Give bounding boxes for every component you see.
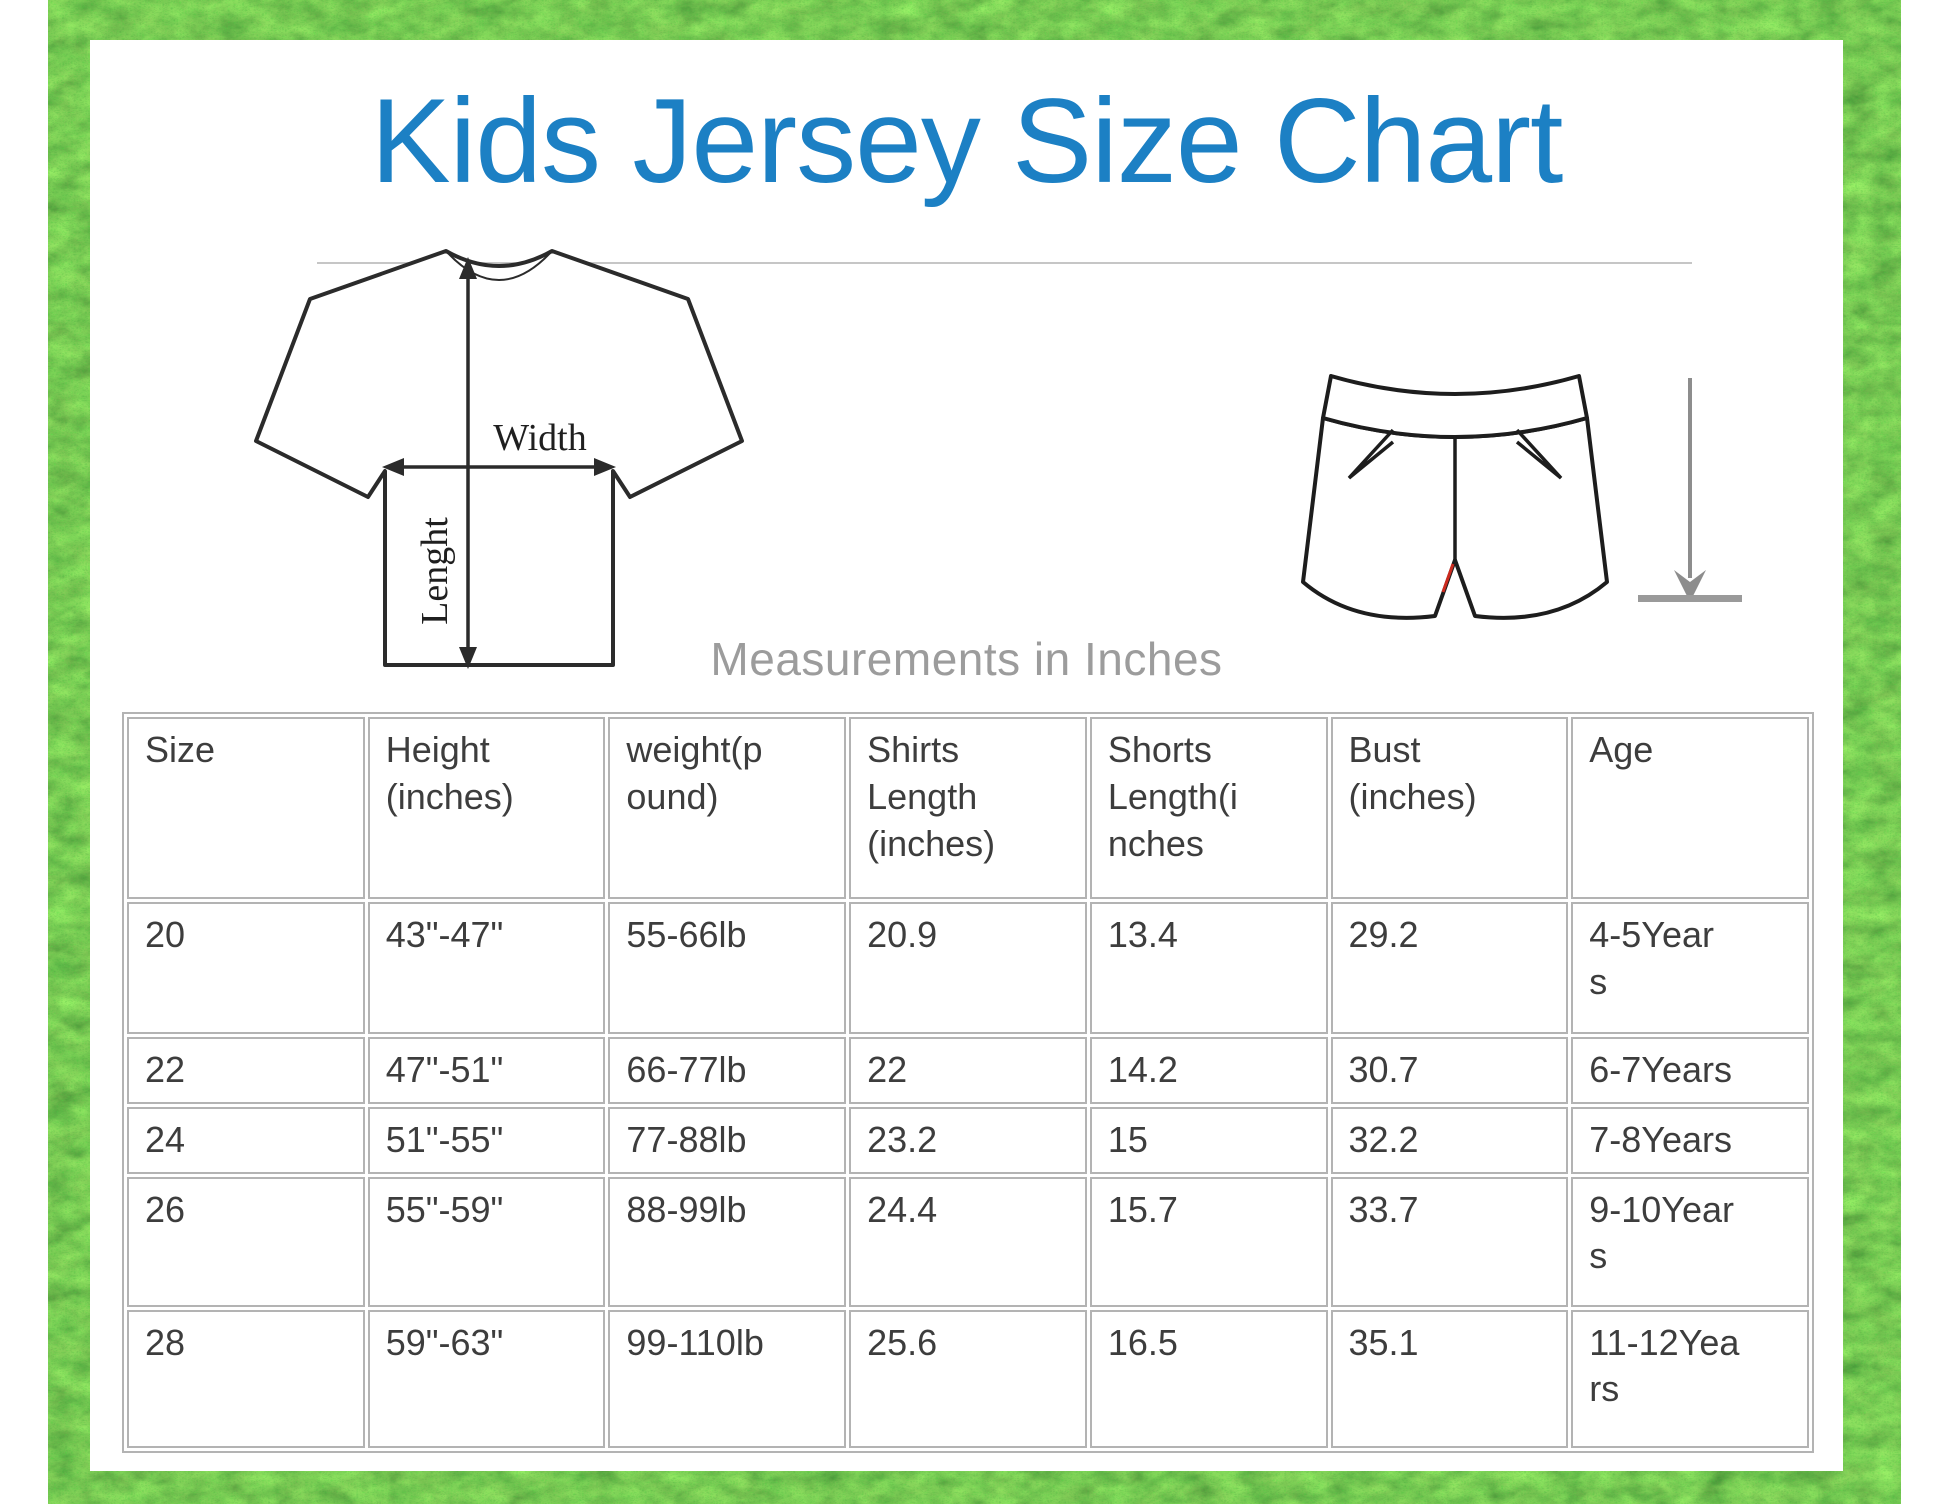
table-cell: 35.1 <box>1330 1309 1569 1448</box>
table-cell: 22 <box>849 1037 1087 1104</box>
table-cell: 9-10Year s <box>1571 1176 1809 1307</box>
table-row: 22 47"-51" 66-77lb 22 14.2 30.7 6-7Years <box>127 1037 1809 1104</box>
shorts-diagram-icon <box>1301 374 1609 620</box>
table-cell: 28 <box>127 1309 365 1448</box>
length-arrow-icon <box>1638 378 1742 602</box>
column-header: Age <box>1571 717 1809 899</box>
crotch-stitch-mark <box>1441 563 1455 593</box>
length-label: Lenght <box>414 517 456 625</box>
column-header: Size <box>127 717 365 899</box>
table-cell: 11-12Yea rs <box>1571 1309 1809 1448</box>
table-cell: 16.5 <box>1089 1309 1328 1448</box>
table-row: 20 43"-47" 55-66lb 20.9 13.4 29.2 4-5Year s <box>127 902 1809 1034</box>
column-header: Shorts Length(i nches <box>1089 717 1328 899</box>
size-chart-card: Kids Jersey Size Chart Width Lenght <box>90 40 1843 1471</box>
table-cell: 99-110lb <box>608 1309 847 1448</box>
column-header: Height (inches) <box>367 717 606 899</box>
table-cell: 26 <box>127 1176 365 1307</box>
table-cell: 33.7 <box>1330 1176 1569 1307</box>
column-header: Bust (inches) <box>1330 717 1569 899</box>
width-label: Width <box>493 417 586 459</box>
table-body: 20 43"-47" 55-66lb 20.9 13.4 29.2 4-5Year s 22 4… <box>127 902 1809 1448</box>
table-cell: 55"-59" <box>367 1176 606 1307</box>
table-cell: 13.4 <box>1089 902 1328 1034</box>
table-cell: 66-77lb <box>608 1037 847 1104</box>
table-cell: 32.2 <box>1330 1106 1569 1174</box>
table-cell: 25.6 <box>849 1309 1087 1448</box>
table-cell: 43"-47" <box>367 902 606 1034</box>
table-cell: 77-88lb <box>608 1106 847 1174</box>
measurements-note: Measurements in Inches <box>710 633 1223 685</box>
table-cell: 59"-63" <box>367 1309 606 1448</box>
table-cell: 6-7Years <box>1571 1037 1809 1104</box>
table-cell: 47"-51" <box>367 1037 606 1104</box>
table-cell: 24.4 <box>849 1176 1087 1307</box>
table-cell: 20.9 <box>849 902 1087 1034</box>
table-cell: 7-8Years <box>1571 1106 1809 1174</box>
table-cell: 4-5Year s <box>1571 902 1809 1034</box>
table-header-row: Size Height (inches) weight(p ound) Shirts … <box>127 717 1809 899</box>
table-row: 26 55"-59" 88-99lb 24.4 15.7 33.7 9-10Year s <box>127 1176 1809 1307</box>
size-table: Size Height (inches) weight(p ound) Shirts … <box>122 712 1814 1453</box>
table-row: 24 51"-55" 77-88lb 23.2 15 32.2 7-8Years <box>127 1106 1809 1174</box>
table-cell: 30.7 <box>1330 1037 1569 1104</box>
table-cell: 88-99lb <box>608 1176 847 1307</box>
table-cell: 20 <box>127 902 365 1034</box>
table-cell: 55-66lb <box>608 902 847 1034</box>
column-header: weight(p ound) <box>608 717 847 899</box>
table-cell: 14.2 <box>1089 1037 1328 1104</box>
table-cell: 23.2 <box>849 1106 1087 1174</box>
table-row: 28 59"-63" 99-110lb 25.6 16.5 35.1 11-12Yea rs <box>127 1309 1809 1448</box>
tshirt-diagram-icon: Width Lenght <box>254 249 744 669</box>
table-cell: 51"-55" <box>367 1106 606 1174</box>
table-cell: 24 <box>127 1106 365 1174</box>
table-cell: 15.7 <box>1089 1176 1328 1307</box>
title-divider <box>317 262 1692 264</box>
page-title: Kids Jersey Size Chart <box>370 74 1564 208</box>
column-header: Shirts Length (inches) <box>849 717 1087 899</box>
table-cell: 29.2 <box>1330 902 1569 1034</box>
table-cell: 15 <box>1089 1106 1328 1174</box>
table-cell: 22 <box>127 1037 365 1104</box>
